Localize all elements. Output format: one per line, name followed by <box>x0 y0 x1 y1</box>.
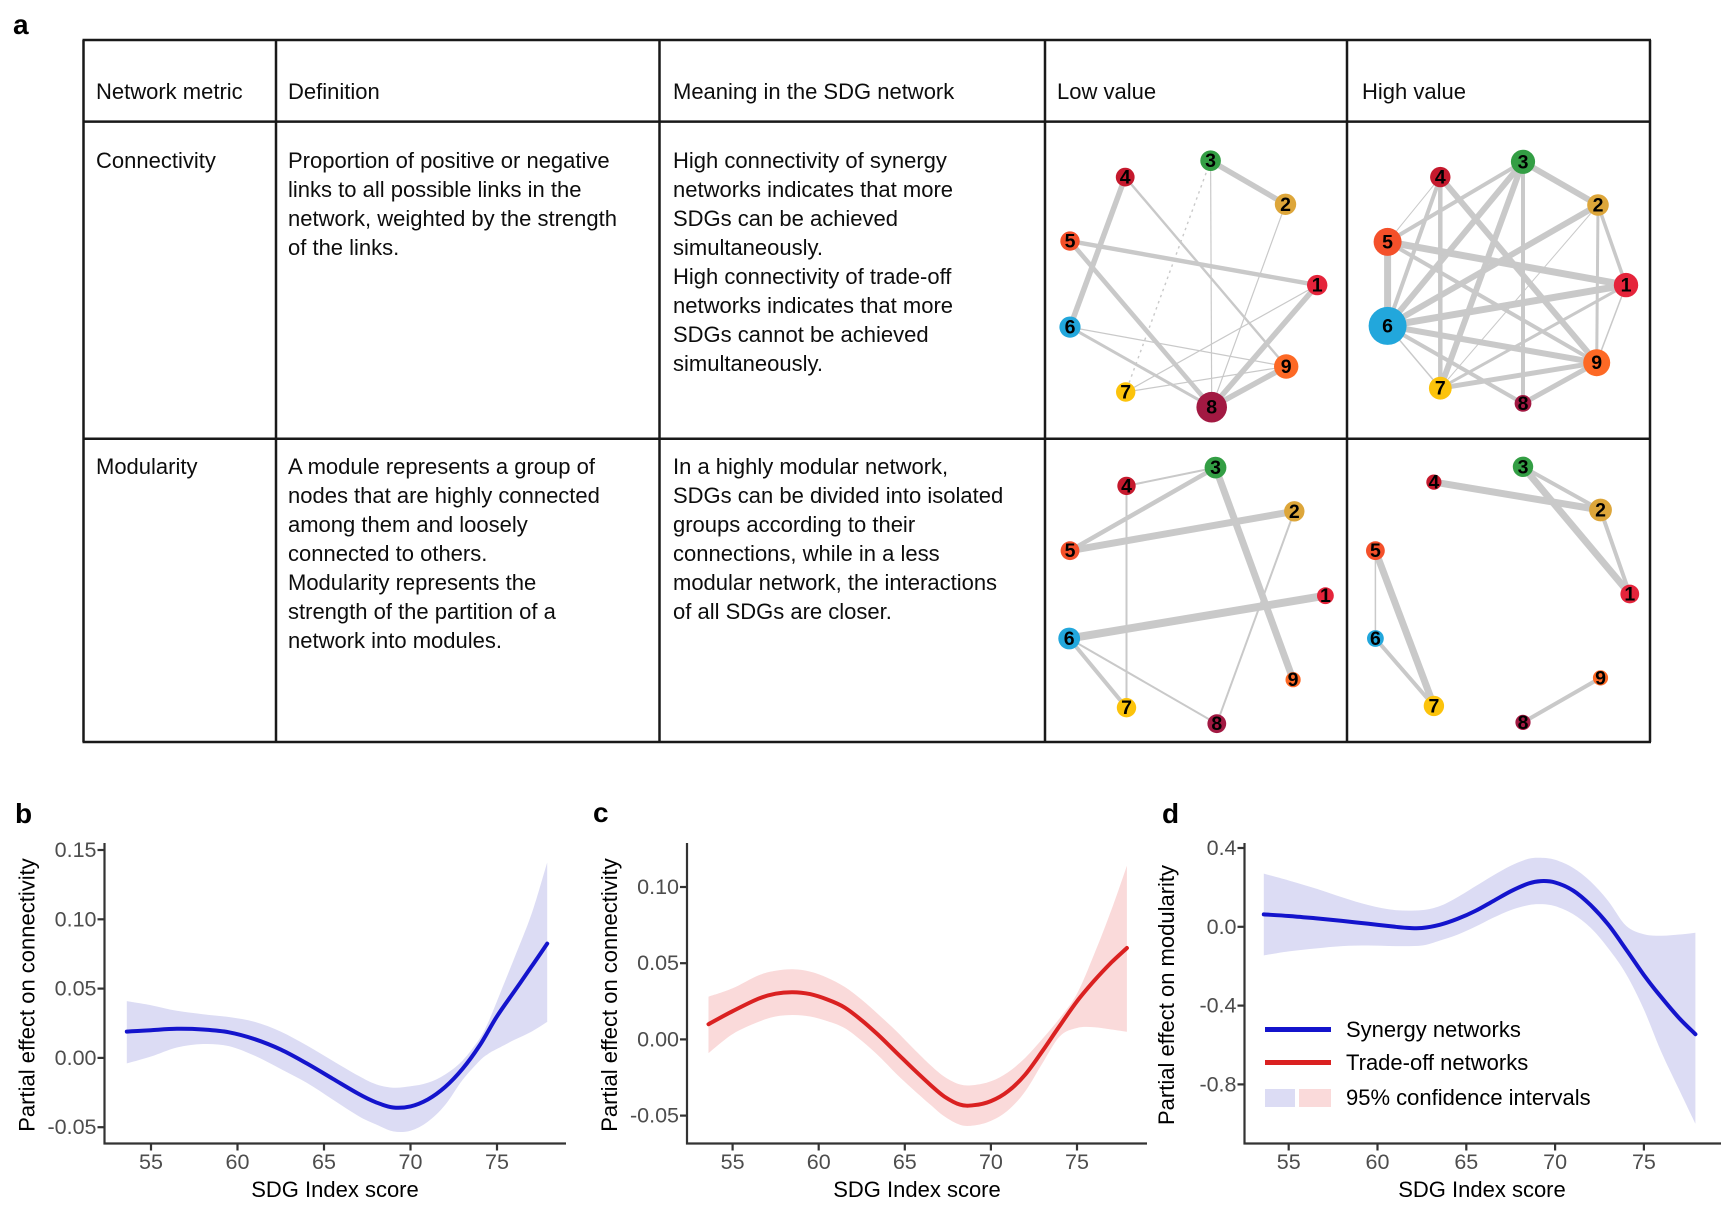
svg-text:70: 70 <box>1543 1150 1567 1174</box>
svg-text:5: 5 <box>1382 231 1393 253</box>
svg-text:60: 60 <box>226 1150 250 1174</box>
svg-text:3: 3 <box>1205 150 1216 172</box>
svg-text:SDG Index score: SDG Index score <box>833 1177 1001 1202</box>
svg-text:75: 75 <box>485 1150 509 1174</box>
svg-text:9: 9 <box>1595 667 1606 689</box>
svg-text:Trade-off networks: Trade-off networks <box>1346 1050 1528 1075</box>
svg-text:3: 3 <box>1518 456 1529 478</box>
svg-text:Synergy networks: Synergy networks <box>1346 1017 1521 1042</box>
svg-text:0.00: 0.00 <box>55 1046 97 1070</box>
svg-text:-0.05: -0.05 <box>630 1104 679 1128</box>
svg-text:2: 2 <box>1593 195 1604 217</box>
svg-text:-0.05: -0.05 <box>47 1115 96 1139</box>
svg-text:6: 6 <box>1065 317 1076 339</box>
svg-text:9: 9 <box>1281 356 1292 378</box>
svg-text:4: 4 <box>1121 475 1132 497</box>
svg-text:95% confidence intervals: 95% confidence intervals <box>1346 1085 1591 1110</box>
svg-text:4: 4 <box>1435 167 1446 189</box>
svg-text:SDG Index score: SDG Index score <box>251 1177 419 1202</box>
svg-text:0.4: 0.4 <box>1207 836 1237 860</box>
svg-text:65: 65 <box>893 1150 917 1174</box>
svg-text:0.05: 0.05 <box>55 977 97 1001</box>
svg-text:7: 7 <box>1120 382 1131 404</box>
svg-text:7: 7 <box>1435 378 1446 400</box>
svg-text:2: 2 <box>1280 194 1291 216</box>
svg-text:55: 55 <box>1277 1150 1301 1174</box>
svg-text:9: 9 <box>1591 352 1602 374</box>
svg-text:0.00: 0.00 <box>637 1027 679 1051</box>
svg-text:0.15: 0.15 <box>55 838 97 862</box>
svg-text:9: 9 <box>1288 669 1299 691</box>
svg-text:1: 1 <box>1624 584 1635 606</box>
svg-text:3: 3 <box>1210 457 1221 479</box>
svg-text:8: 8 <box>1518 393 1529 415</box>
svg-text:6: 6 <box>1370 628 1381 650</box>
svg-text:6: 6 <box>1382 315 1393 337</box>
svg-text:55: 55 <box>139 1150 163 1174</box>
svg-text:2: 2 <box>1595 500 1606 522</box>
svg-text:4: 4 <box>1120 167 1131 189</box>
svg-text:65: 65 <box>1454 1150 1478 1174</box>
svg-text:4: 4 <box>1428 472 1439 494</box>
svg-text:Partial effect on connectivity: Partial effect on connectivity <box>597 858 622 1132</box>
svg-text:SDG Index score: SDG Index score <box>1398 1177 1566 1202</box>
svg-text:0.10: 0.10 <box>55 907 97 931</box>
svg-text:5: 5 <box>1065 231 1076 253</box>
svg-text:70: 70 <box>399 1150 423 1174</box>
svg-text:3: 3 <box>1518 151 1529 173</box>
svg-text:7: 7 <box>1121 697 1132 719</box>
svg-text:5: 5 <box>1370 540 1381 562</box>
svg-text:8: 8 <box>1518 712 1529 734</box>
svg-text:60: 60 <box>1366 1150 1390 1174</box>
svg-text:7: 7 <box>1428 695 1439 717</box>
svg-text:75: 75 <box>1632 1150 1656 1174</box>
svg-text:55: 55 <box>721 1150 745 1174</box>
svg-text:60: 60 <box>807 1150 831 1174</box>
svg-text:5: 5 <box>1065 540 1076 562</box>
svg-text:1: 1 <box>1312 275 1323 297</box>
svg-text:75: 75 <box>1065 1150 1089 1174</box>
svg-text:0.10: 0.10 <box>637 875 679 899</box>
svg-text:8: 8 <box>1206 397 1217 419</box>
svg-text:-0.4: -0.4 <box>1199 994 1236 1018</box>
svg-text:1: 1 <box>1621 275 1632 297</box>
svg-text:-0.8: -0.8 <box>1199 1072 1236 1096</box>
svg-text:Partial effect on modularity: Partial effect on modularity <box>1154 865 1179 1125</box>
svg-text:70: 70 <box>979 1150 1003 1174</box>
svg-text:1: 1 <box>1320 585 1331 607</box>
svg-text:Partial effect on connectivity: Partial effect on connectivity <box>15 858 40 1132</box>
svg-text:65: 65 <box>312 1150 336 1174</box>
svg-text:8: 8 <box>1211 713 1222 735</box>
svg-text:6: 6 <box>1064 628 1075 650</box>
svg-text:0.0: 0.0 <box>1207 915 1237 939</box>
svg-text:0.05: 0.05 <box>637 951 679 975</box>
svg-text:2: 2 <box>1289 501 1300 523</box>
